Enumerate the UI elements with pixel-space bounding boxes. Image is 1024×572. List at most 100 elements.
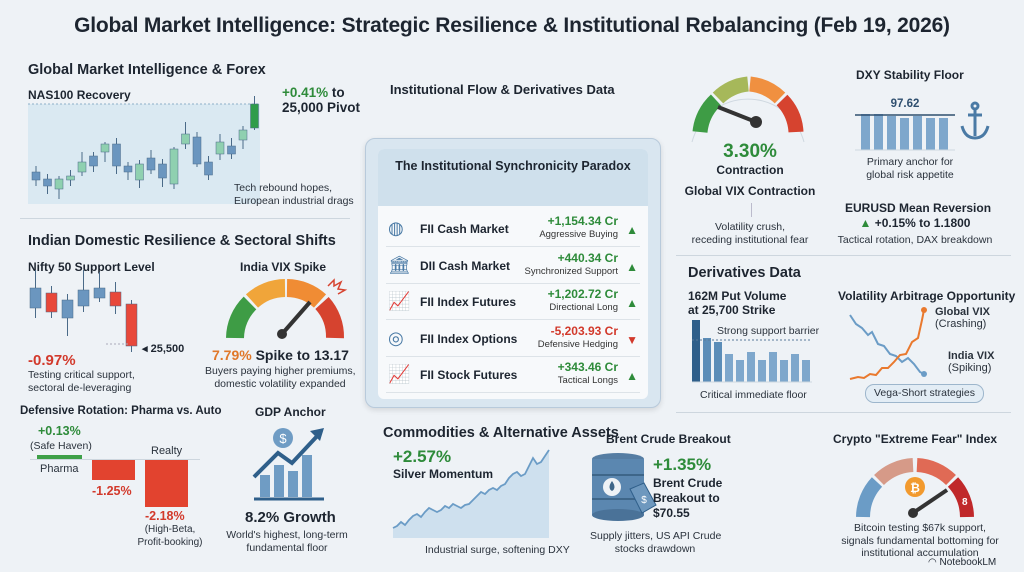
- flow-row-note: Aggressive Buying: [539, 229, 618, 240]
- up-arrow-icon: ▲: [626, 369, 638, 383]
- nifty-desc: Testing critical support, sectoral de-lev…: [28, 369, 135, 394]
- synchronicity-panel: The Institutional Synchronicity Paradox …: [365, 138, 661, 408]
- page-title: Global Market Intelligence: Strategic Re…: [74, 14, 950, 37]
- floor-label: Critical immediate floor: [700, 389, 807, 401]
- brent-change: +1.35%: [653, 455, 712, 474]
- brent-text-1: Brent Crude: [653, 476, 723, 490]
- panel-title: The Institutional Synchronicity Paradox: [378, 149, 648, 206]
- crypto-heading: Crypto "Extreme Fear" Index: [833, 432, 998, 446]
- nas100-candlestick-chart: [28, 96, 260, 204]
- vix-change: 7.79%: [212, 347, 252, 363]
- spike-burst-icon: [327, 278, 348, 295]
- divider: [20, 218, 350, 219]
- flow-row-label: FII Index Futures: [420, 295, 517, 309]
- crypto-desc-2: signals fundamental bottoming for: [841, 534, 999, 547]
- connector: [751, 203, 752, 217]
- candle: [169, 148, 179, 185]
- dollar-growth-chart-icon: $: [252, 428, 324, 501]
- candle: [45, 292, 58, 313]
- gdp-heading: GDP Anchor: [255, 405, 326, 419]
- nifty-candlestick-chart: [29, 270, 138, 352]
- bitcoin-icon: [905, 477, 925, 497]
- auto-bar: [92, 460, 135, 480]
- silver-label: Silver Momentum: [393, 467, 494, 481]
- crypto-desc: Bitcoin testing $67k support, signals fun…: [830, 522, 1010, 560]
- flow-row-note: Directional Long: [549, 302, 618, 313]
- nas100-to: to: [328, 85, 345, 100]
- flow-row: 🏛 DII Cash Market +440.34 Cr Synchronize…: [386, 248, 640, 284]
- baseline: [30, 459, 200, 460]
- india-vix-desc: Buyers paying higher premiums, domestic v…: [205, 365, 356, 390]
- derivatives-heading: Derivatives Data: [688, 265, 801, 281]
- nifty-desc-2: sectoral de-leveraging: [28, 381, 132, 394]
- nas-note-line1: Tech rebound hopes,: [234, 182, 333, 194]
- put-volume-bar: [725, 354, 733, 382]
- candle: [146, 157, 156, 171]
- up-arrow-icon: ▲: [626, 223, 638, 237]
- candle: [61, 299, 74, 319]
- flow-row-label: FII Index Options: [420, 331, 518, 346]
- candle: [100, 143, 110, 153]
- flow-row: ◎ FII Index Options -5,203.93 Cr Defensi…: [386, 321, 640, 357]
- notebooklm-logo: ◠ NotebookLM: [928, 557, 997, 568]
- dxy-desc: Primary anchor for global risk appetite: [860, 156, 960, 181]
- realty-label: Realty: [151, 445, 183, 457]
- flow-row-value: +1,202.72 Cr: [547, 287, 618, 301]
- svg-text:$: $: [279, 431, 287, 446]
- up-arrow-icon: ▲: [626, 296, 638, 310]
- brent-desc: Supply jitters, US API Crude stocks drawd…: [590, 530, 721, 555]
- put-volume-bar: [780, 360, 788, 382]
- flow-row-value: +343.46 Cr: [557, 360, 618, 374]
- down-arrow-icon: ▼: [626, 332, 638, 347]
- global-vix-value: 3.30%: [723, 141, 777, 162]
- flow-row-note: Defensive Hedging: [537, 338, 618, 350]
- silver-line: [392, 449, 550, 529]
- gauge-needle: [911, 488, 949, 515]
- flow-row-note: Tactical Longs: [557, 375, 618, 386]
- flow-row-note: Synchronized Support: [524, 265, 618, 277]
- vix-text: Spike to 13.17: [251, 347, 349, 363]
- nas-note-line2: European industrial drags: [234, 194, 354, 207]
- svg-text:₿: ₿: [910, 481, 920, 495]
- flow-row-value: +1,154.34 Cr: [547, 214, 618, 228]
- brent-text-2: Breakout to: [653, 491, 720, 505]
- global-vix-heading: Global VIX Contraction: [684, 184, 816, 198]
- pharma-note: (Safe Haven): [30, 440, 92, 452]
- candle: [54, 178, 64, 190]
- nas100-pivot: 25,000 Pivot: [282, 100, 361, 115]
- indian-heading: Indian Domestic Resilience & Sectoral Sh…: [28, 233, 336, 249]
- globe-icon: ◍: [388, 218, 404, 238]
- gauge-needle: [717, 105, 757, 124]
- candle: [89, 155, 98, 167]
- realty-note-1: (High-Beta,: [144, 524, 196, 535]
- price-tag-icon: [629, 482, 657, 514]
- global-vix-gauge: [691, 76, 805, 143]
- vix-desc-1: Buyers paying higher premiums,: [205, 365, 356, 377]
- put-volume-bar: [791, 354, 799, 382]
- nas100-note: Tech rebound hopes, European industrial d…: [234, 182, 354, 207]
- brent-desc-2: stocks drawdown: [614, 542, 696, 555]
- global-vix-value-label: Contraction: [716, 163, 784, 177]
- eurusd-value: ▲ +0.15% to 1.1800: [845, 216, 985, 230]
- up-arrow-icon: ▲: [859, 216, 872, 230]
- india-vix-line: [849, 314, 925, 375]
- silver-desc: Industrial surge, softening DXY: [425, 544, 570, 556]
- nifty-level-value: 25,500: [150, 343, 185, 355]
- candle: [112, 143, 121, 167]
- india-vix-value: 7.79% Spike to 13.17: [212, 347, 349, 363]
- candle: [43, 178, 52, 187]
- eurusd-value-text: +0.15% to 1.1800: [874, 216, 971, 230]
- eurusd-heading: EURUSD Mean Reversion: [845, 201, 992, 215]
- flow-row-value: +440.34 Cr: [557, 250, 618, 265]
- svg-text:$: $: [641, 495, 647, 506]
- candle: [238, 129, 248, 141]
- gdp-desc: World's highest, long-term fundamental fl…: [222, 529, 352, 554]
- candle: [192, 136, 202, 165]
- up-arrow-icon: ▲: [626, 259, 638, 274]
- gauge-needle: [280, 300, 312, 336]
- realty-bar: [145, 460, 188, 507]
- global-vix-legend: Global VIX (Crashing): [935, 306, 990, 330]
- put-volume-bar: [758, 360, 766, 382]
- candle: [66, 175, 75, 181]
- candle: [93, 287, 106, 299]
